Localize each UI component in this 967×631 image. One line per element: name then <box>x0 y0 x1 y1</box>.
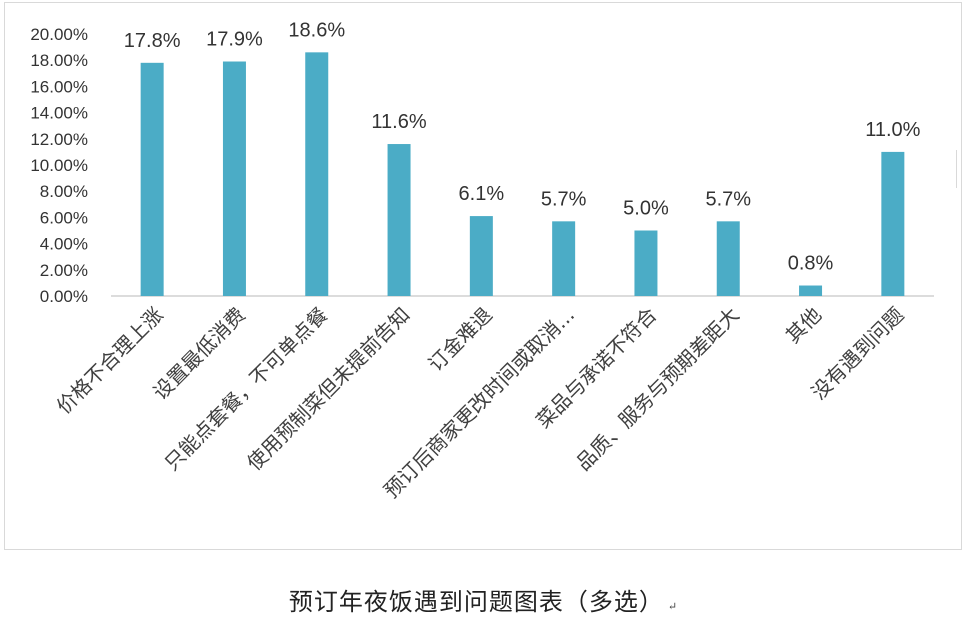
caption-text: 预订年夜饭遇到问题图表（多选） <box>288 588 664 616</box>
bar <box>387 144 411 296</box>
bar <box>634 230 658 296</box>
y-axis-labels: 0.00% 2.00% 4.00% 6.00% 8.00% 10.00% 12.00% 14.… <box>30 25 88 306</box>
x-tick-label: 只能点套餐，不可单点餐 <box>160 303 333 476</box>
data-label: 18.6% <box>288 19 345 41</box>
data-label: 17.9% <box>206 29 263 51</box>
x-tick-label: 使用预制菜但未提前告知 <box>242 303 415 476</box>
y-tick-label: 18.00% <box>30 51 88 70</box>
data-label: 17.8% <box>124 30 181 52</box>
bar <box>222 61 246 297</box>
y-tick-label: 8.00% <box>40 182 88 201</box>
bar <box>716 221 740 296</box>
chart-caption: 预订年夜饭遇到问题图表（多选） ↵ <box>0 582 967 617</box>
bar <box>305 52 329 297</box>
bar <box>140 62 164 296</box>
y-tick-label: 20.00% <box>30 25 88 44</box>
y-tick-label: 14.00% <box>30 104 88 123</box>
x-tick-label: 订金难退 <box>423 303 497 377</box>
data-label: 11.0% <box>865 119 920 141</box>
y-tick-label: 6.00% <box>40 208 88 227</box>
y-tick-label: 0.00% <box>40 287 88 306</box>
y-tick-label: 10.00% <box>30 156 88 175</box>
y-tick-label: 16.00% <box>30 77 88 96</box>
bar <box>881 151 905 296</box>
y-tick-label: 2.00% <box>40 261 88 280</box>
frame-edge-mark <box>956 150 965 188</box>
bar <box>799 285 823 296</box>
data-label: 6.1% <box>459 183 505 205</box>
data-label: 11.6% <box>371 111 426 133</box>
caption-return-mark: ↵ <box>667 600 679 613</box>
data-label: 5.7% <box>705 188 751 210</box>
x-tick-label: 其他 <box>781 303 826 348</box>
x-tick-label: 品质、服务与预期差距大 <box>571 303 744 476</box>
bar <box>552 221 576 296</box>
data-label: 0.8% <box>788 253 834 275</box>
data-label: 5.0% <box>623 198 669 220</box>
x-tick-label: 价格不合理上涨 <box>52 303 168 419</box>
bar <box>469 216 493 296</box>
data-label: 5.7% <box>541 188 587 210</box>
y-tick-label: 4.00% <box>40 235 88 254</box>
bars <box>140 52 905 297</box>
y-tick-label: 12.00% <box>30 130 88 149</box>
data-labels: 17.8% 17.9% 18.6% 11.6% 6.1% 5.7% 5.0% 5.7% 0.8%… <box>124 19 921 274</box>
bar-chart: 0.00% 2.00% 4.00% 6.00% 8.00% 10.00% 12.00% 14.… <box>30 19 934 503</box>
